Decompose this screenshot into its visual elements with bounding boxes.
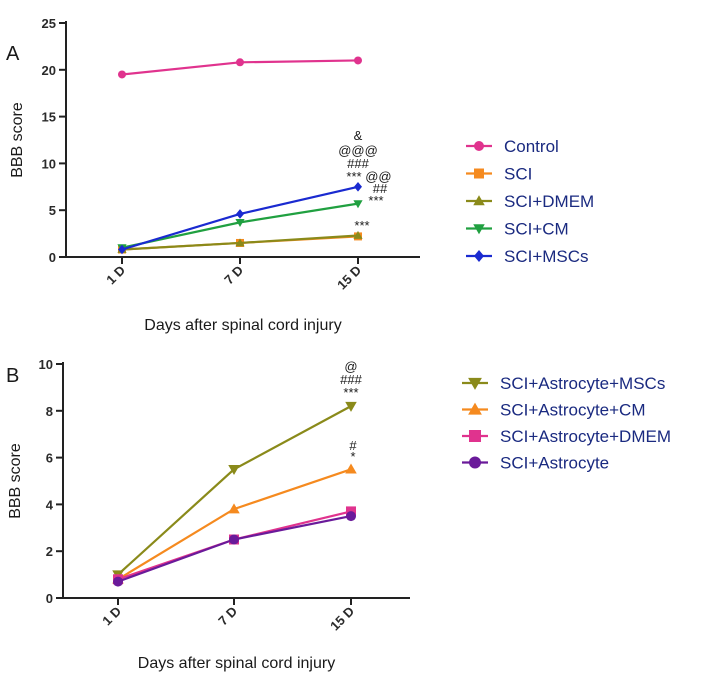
data-point xyxy=(228,465,240,476)
data-point xyxy=(354,56,362,65)
y-tick-label: 0 xyxy=(46,591,53,606)
data-point xyxy=(229,534,239,545)
y-tick-label: 20 xyxy=(42,63,56,78)
x-axis-label: Days after spinal cord injury xyxy=(138,655,335,672)
y-tick-label: 6 xyxy=(46,451,53,466)
legend-marker xyxy=(473,224,485,235)
significance-annotation: ### xyxy=(340,372,362,387)
data-point xyxy=(118,244,126,255)
significance-annotation: ## xyxy=(373,181,388,196)
legend-entry: SCI xyxy=(504,165,532,184)
significance-annotation: * xyxy=(350,449,355,464)
y-tick-label: 5 xyxy=(49,203,56,218)
chart-panel-b: 0 2 4 6 8 10 1 D 7 D 15 D Days after spinal cord … xyxy=(7,357,671,672)
legend-marker xyxy=(469,430,481,442)
panel-letter-a: A xyxy=(6,43,20,65)
chart-panel-a: 0 5 10 15 20 25 1 D 7 D 15 D Days after spinal co… xyxy=(9,16,594,334)
significance-annotation: @ xyxy=(344,359,357,374)
legend-entry: Control xyxy=(504,137,559,156)
significance-annotation: & xyxy=(354,128,363,143)
data-point xyxy=(353,230,363,239)
legend-entry: SCI+MSCs xyxy=(504,247,589,266)
data-point xyxy=(235,218,245,227)
y-tick-label: 4 xyxy=(46,497,54,512)
legend-entry: SCI+Astrocyte+DMEM xyxy=(500,427,671,446)
legend-marker xyxy=(474,168,484,179)
legend-marker xyxy=(473,195,485,206)
data-point xyxy=(354,182,362,192)
x-tick-label: 1 D xyxy=(99,604,124,629)
data-point xyxy=(236,58,244,67)
legend-entry: SCI+Astrocyte xyxy=(500,454,609,473)
y-tick-label: 10 xyxy=(39,357,53,372)
data-point xyxy=(345,463,357,474)
legend-entry: SCI+DMEM xyxy=(504,192,594,211)
panel-letter-b: B xyxy=(6,365,19,387)
significance-annotation: # xyxy=(349,438,357,453)
legend-marker xyxy=(474,141,484,151)
significance-annotation: *** xyxy=(354,218,369,233)
legend-entry: SCI+Astrocyte+CM xyxy=(500,401,646,420)
data-point xyxy=(345,401,357,412)
data-point xyxy=(353,200,363,209)
series-line-sci-astrocyte-cm xyxy=(117,468,352,581)
data-point xyxy=(235,238,245,247)
data-point xyxy=(228,503,240,514)
legend-marker xyxy=(474,250,484,262)
y-tick-label: 8 xyxy=(46,404,53,419)
legend-entry: SCI+Astrocyte+MSCs xyxy=(500,374,665,393)
y-tick-label: 0 xyxy=(49,250,56,265)
x-tick-label: 7 D xyxy=(221,263,246,288)
legend-marker xyxy=(469,456,481,469)
y-tick-label: 10 xyxy=(42,156,56,171)
data-point xyxy=(118,70,126,79)
x-tick-label: 1 D xyxy=(103,263,128,288)
series-line-sci-astrocyte xyxy=(117,515,352,583)
y-tick-label: 2 xyxy=(46,544,53,559)
y-tick-label: 15 xyxy=(42,110,56,125)
data-point xyxy=(236,209,244,219)
legend-entry: SCI+CM xyxy=(504,220,569,239)
legend-marker xyxy=(468,402,482,415)
significance-annotation: *** @@ xyxy=(346,169,391,184)
x-axis-label: Days after spinal cord injury xyxy=(144,317,341,334)
series-line-sci-astrocyte-mscs xyxy=(117,405,352,576)
significance-annotation: *** xyxy=(343,385,358,400)
y-tick-label: 25 xyxy=(42,16,56,31)
data-point xyxy=(346,511,356,522)
y-axis-label: BBB score xyxy=(7,443,24,519)
x-tick-label: 15 D xyxy=(334,263,364,293)
legend-marker xyxy=(468,377,482,390)
data-point xyxy=(113,576,123,587)
significance-annotation: @@@ xyxy=(338,143,378,158)
significance-annotation: *** xyxy=(368,193,383,208)
significance-annotation: ### xyxy=(347,156,369,171)
y-axis-label: BBB score xyxy=(9,102,26,178)
x-tick-label: 15 D xyxy=(327,604,357,634)
x-tick-label: 7 D xyxy=(215,604,240,629)
